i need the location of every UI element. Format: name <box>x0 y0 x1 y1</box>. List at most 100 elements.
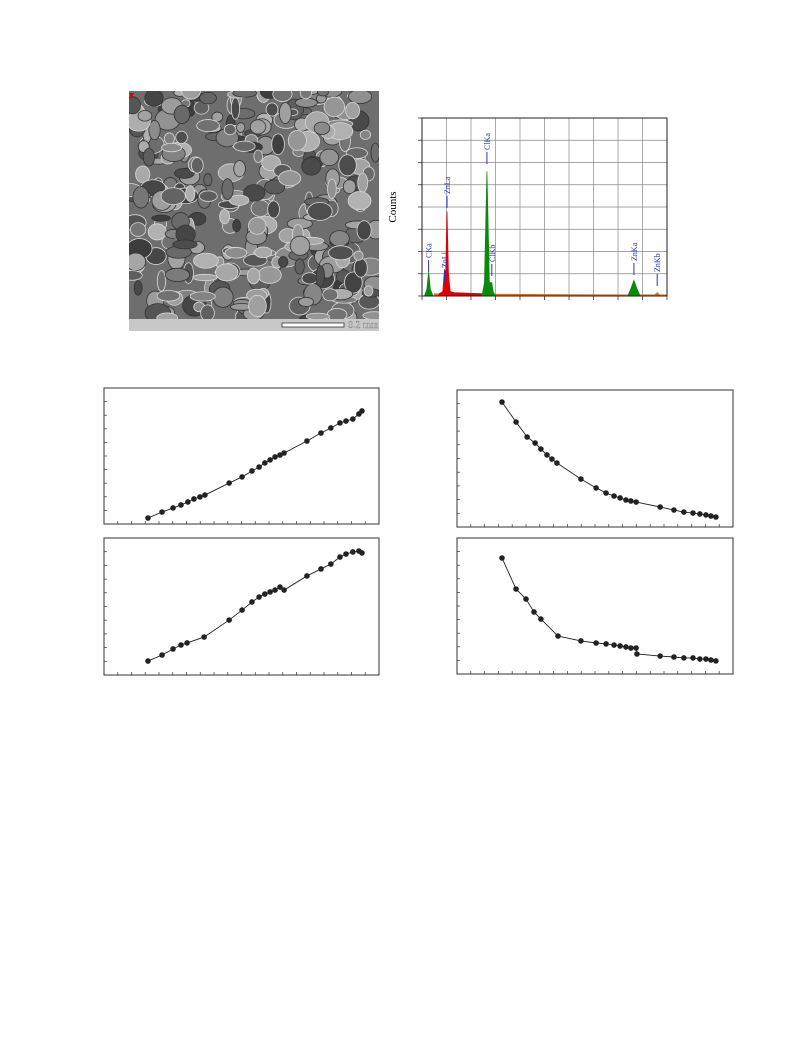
data-point <box>159 652 165 658</box>
scale-bar <box>281 322 345 328</box>
data-point <box>499 555 505 561</box>
data-point <box>681 655 687 661</box>
data-point <box>578 476 584 482</box>
data-point <box>318 566 324 572</box>
data-point <box>555 633 561 639</box>
data-point <box>657 504 663 510</box>
sem-grain <box>163 132 175 145</box>
y-axis-label: Counts <box>387 191 399 222</box>
sem-grain <box>221 178 234 200</box>
sem-grain <box>129 252 147 271</box>
peak-label: ZnKb <box>653 253 662 272</box>
data-point <box>239 607 245 613</box>
sem-grain <box>193 252 219 269</box>
data-point <box>201 634 207 640</box>
data-point <box>633 499 639 505</box>
sem-grain <box>233 140 256 152</box>
sem-grain <box>370 142 379 163</box>
data-point <box>226 617 232 623</box>
sem-grain <box>185 185 196 202</box>
data-point <box>703 656 709 662</box>
data-point <box>359 550 365 556</box>
sem-grain <box>317 91 329 97</box>
sem-grain <box>233 160 246 178</box>
sem-grain <box>232 219 242 233</box>
sem-grain <box>135 165 151 184</box>
sem-grain <box>174 168 195 179</box>
data-point <box>350 549 356 555</box>
data-point <box>267 457 273 463</box>
data-point <box>713 514 719 520</box>
data-point <box>690 655 696 661</box>
data-point <box>145 658 151 664</box>
sem-grain <box>248 294 267 318</box>
sem-grain <box>232 91 258 98</box>
data-point <box>185 499 191 505</box>
sem-grain <box>328 245 354 261</box>
sem-grain <box>347 191 372 211</box>
data-point <box>343 551 349 557</box>
sem-grain <box>199 190 218 202</box>
data-point <box>197 494 203 500</box>
sem-grain <box>132 186 150 209</box>
data-point <box>633 645 639 651</box>
data-point <box>697 656 703 662</box>
data-point <box>239 474 245 480</box>
data-point <box>145 515 151 521</box>
sem-grain <box>249 119 267 135</box>
sem-grain <box>264 179 286 195</box>
sem-grain <box>301 272 318 285</box>
sem-grain <box>248 216 267 235</box>
data-point <box>549 456 555 462</box>
sem-grain <box>313 121 331 135</box>
sem-grain <box>338 154 357 177</box>
sem-grain <box>199 91 217 105</box>
sem-grain <box>278 102 292 124</box>
sem-grain <box>172 239 198 250</box>
peak-label: ZnLa <box>443 176 452 194</box>
sem-grain <box>175 130 188 144</box>
sem-grain <box>305 312 330 319</box>
sem-grain <box>342 179 357 195</box>
plot-frame <box>103 387 380 525</box>
peak-label: ZnLl <box>441 251 450 268</box>
data-point <box>170 646 176 652</box>
data-point <box>249 468 255 474</box>
spectrum-area <box>423 171 641 297</box>
data-point <box>578 638 584 644</box>
data-point <box>337 420 343 426</box>
peak-label: ClKa <box>483 133 492 150</box>
sem-grain <box>299 91 312 100</box>
sem-grain <box>133 280 143 296</box>
data-point <box>304 438 310 444</box>
data-point <box>593 640 599 646</box>
sem-grain <box>164 267 191 282</box>
sem-grain <box>189 291 216 302</box>
data-line <box>501 401 716 518</box>
sem-grain <box>294 258 305 275</box>
sem-grain <box>223 123 237 136</box>
data-point <box>178 642 184 648</box>
data-point <box>603 641 609 647</box>
sem-grain <box>129 270 143 281</box>
sem-grain <box>271 133 285 156</box>
sem-grain <box>322 288 339 302</box>
data-point <box>681 509 687 515</box>
data-point <box>671 654 677 660</box>
data-point <box>170 505 176 511</box>
sem-grain <box>277 256 289 268</box>
sem-grain <box>160 187 186 206</box>
data-point <box>617 495 623 501</box>
plot-frame <box>456 389 734 528</box>
sem-grain <box>253 149 263 163</box>
sem-grain <box>151 214 171 222</box>
data-point <box>623 497 629 503</box>
sem-grain <box>147 223 167 241</box>
sem-grain <box>156 312 179 319</box>
sem-grain <box>243 184 266 202</box>
sem-grain <box>327 178 337 199</box>
sem-texture <box>129 91 379 319</box>
scale-label: 0.2 mm <box>348 320 379 331</box>
sem-grain <box>219 209 230 225</box>
